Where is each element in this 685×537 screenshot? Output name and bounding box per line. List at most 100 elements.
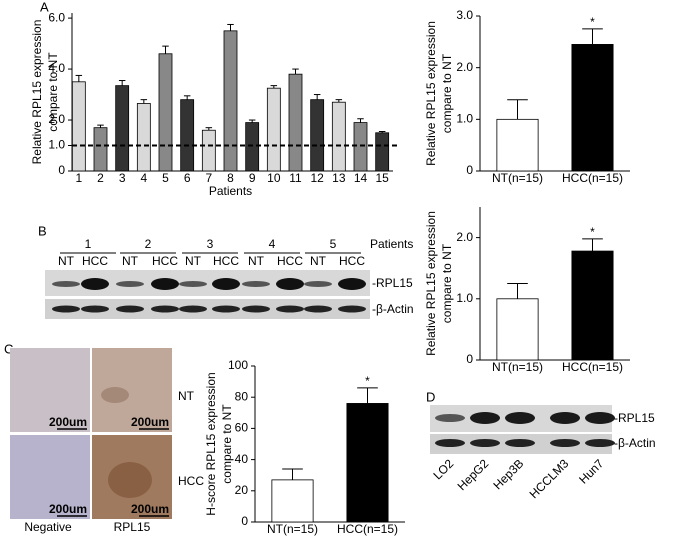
x-tick-label: 14: [354, 171, 368, 185]
band: [585, 439, 615, 447]
panel-label: A: [40, 0, 49, 14]
lane-label: NT: [248, 254, 265, 268]
bar: [271, 479, 314, 523]
x-tick-label: HCC(n=15): [562, 360, 623, 374]
band: [179, 281, 207, 287]
y-tick-label: 40: [235, 452, 249, 466]
y-axis-label: compare to NT: [440, 243, 454, 323]
blot-bands: [435, 412, 615, 447]
y-tick-label: 1.0: [456, 291, 473, 305]
band-label: -RPL15: [372, 276, 413, 290]
x-tick-label: 7: [205, 171, 212, 185]
x-tick-label: 8: [227, 171, 234, 185]
band: [550, 412, 580, 424]
y-axis-label: Relative RPL15 expression: [424, 21, 438, 166]
lane-number: 1: [85, 237, 92, 251]
bar: [115, 85, 130, 172]
bar: [223, 30, 238, 172]
x-tick-label: 11: [289, 171, 302, 185]
significance: *: [365, 374, 370, 388]
cell-line-label: Hun7: [576, 456, 606, 486]
bar: [158, 53, 173, 172]
lane-label: HCC: [339, 254, 365, 268]
band: [338, 278, 366, 290]
band-label: -β-Actin: [372, 302, 414, 316]
bar: [93, 127, 108, 172]
lane-label: HCC: [213, 254, 239, 268]
lane-label: HCC: [82, 254, 108, 268]
band: [304, 281, 332, 287]
bar: [245, 122, 260, 172]
band: [242, 281, 270, 287]
band: [435, 414, 465, 422]
bar: [346, 403, 389, 523]
y-axis-label: compare to NT: [46, 52, 60, 132]
x-tick-label: 5: [162, 171, 169, 185]
y-tick-label: 4.0: [48, 61, 65, 75]
y-tick-label: 6.0: [48, 10, 65, 24]
band: [338, 305, 366, 313]
x-tick-label: HCC(n=15): [337, 522, 398, 536]
lane-number: 4: [269, 237, 276, 251]
bar: [571, 44, 614, 172]
band-label: -RPL15: [614, 411, 655, 425]
lane-number: 5: [330, 237, 337, 251]
row-label: NT: [178, 389, 195, 403]
lane-label: NT: [310, 254, 327, 268]
bar: [571, 250, 614, 361]
y-tick-label: 1.0: [48, 138, 65, 152]
y-tick-label: 2.0: [48, 112, 65, 126]
band: [276, 305, 304, 313]
panel-label: B: [38, 223, 47, 238]
bar: [288, 73, 303, 172]
panel-label: D: [426, 389, 435, 404]
scale-label: 200um: [49, 415, 87, 429]
band: [52, 305, 80, 313]
x-tick-label: NT(n=15): [492, 171, 543, 185]
x-tick-label: 9: [249, 171, 256, 185]
cell-line-label: Hep3B: [491, 456, 527, 492]
lane-number: 3: [207, 237, 214, 251]
lane-label: NT: [185, 254, 202, 268]
bar: [496, 298, 539, 361]
lane-label: HCC: [277, 254, 303, 268]
band: [304, 305, 332, 313]
scale-label: 200um: [49, 502, 87, 516]
panel-label: C: [4, 341, 13, 356]
y-tick-label: 3.0: [456, 8, 473, 22]
band: [470, 439, 500, 447]
bar: [266, 87, 281, 172]
y-axis-label: compare to NT: [440, 53, 454, 133]
y-tick-label: 2.0: [456, 60, 473, 74]
band: [585, 412, 615, 424]
band: [242, 305, 270, 313]
x-tick-label: 3: [119, 171, 126, 185]
y-tick-label: 80: [235, 389, 249, 403]
blot-strip: [45, 299, 370, 319]
x-tick-label: NT(n=15): [267, 522, 318, 536]
band: [81, 278, 109, 290]
y-tick-label: 1.0: [456, 112, 473, 126]
x-tick-label: 10: [267, 171, 281, 185]
band: [151, 305, 179, 313]
axis-label: Patients: [370, 237, 413, 251]
ihc-image: [10, 348, 90, 432]
band: [151, 278, 179, 290]
y-axis-label: H-score RPL15 expression: [204, 372, 218, 515]
y-axis-label: compare to NT: [220, 404, 234, 484]
band: [116, 305, 144, 313]
scale-label: 200um: [131, 415, 169, 429]
band: [81, 305, 109, 313]
cell-line-label: LO2: [430, 456, 456, 482]
x-tick-label: NT(n=15): [492, 360, 543, 374]
significance: *: [590, 15, 595, 29]
row-label: HCC: [178, 474, 204, 488]
lane-label: NT: [58, 254, 75, 268]
bar: [496, 118, 539, 172]
band: [52, 281, 80, 287]
cell-line-label: HepG2: [455, 456, 492, 493]
column-label: Negative: [24, 520, 72, 534]
band: [212, 305, 240, 313]
band: [276, 278, 304, 290]
x-tick-label: 1: [75, 171, 82, 185]
